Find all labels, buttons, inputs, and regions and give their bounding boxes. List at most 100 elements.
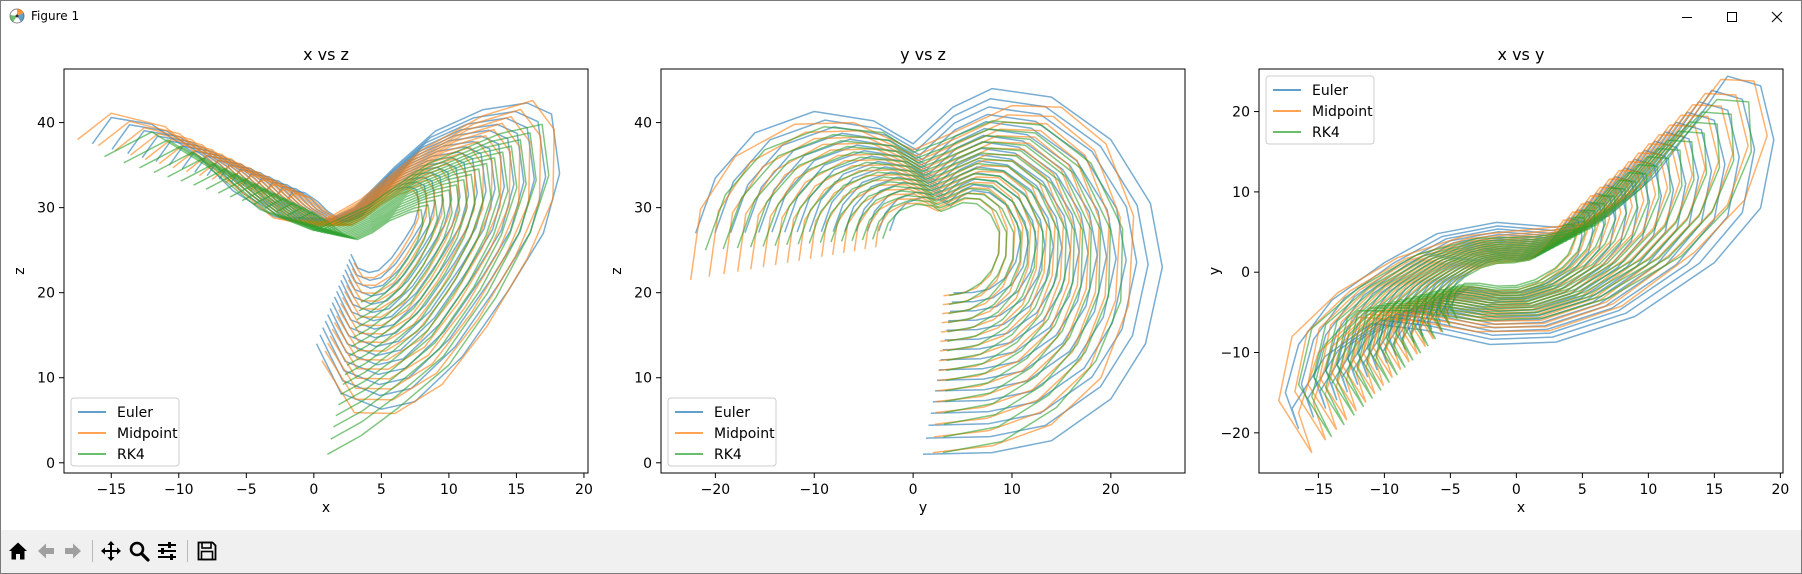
pan-button[interactable]: [97, 537, 125, 565]
legend-label-midpoint: Midpoint: [117, 426, 178, 442]
series-line-rk4: [1324, 121, 1721, 416]
series-line-euler: [729, 106, 1138, 426]
save-icon: [197, 541, 217, 561]
series-line-rk4: [704, 120, 1124, 454]
navigation-toolbar: [1, 530, 1801, 573]
minimize-button[interactable]: [1665, 1, 1709, 32]
forward-button[interactable]: [59, 537, 87, 565]
y-tick-label: −20: [1220, 426, 1250, 442]
series-line-rk4: [193, 162, 492, 386]
series-line-rk4: [287, 204, 431, 312]
series-line-midpoint: [158, 134, 502, 361]
series-line-midpoint: [708, 114, 1121, 438]
series-line-rk4: [786, 157, 1067, 382]
y-tick-label: 20: [634, 286, 652, 302]
figure-svg: −15 −10 −5 0 5 10 15 20 0 10 20 30 40 x vs z x z Euler Mi…: [12, 45, 1789, 516]
configure-subplots-icon: [158, 542, 176, 560]
series-line-rk4: [1346, 139, 1695, 399]
x-tick-label: 20: [575, 482, 593, 498]
y-tick-label: 10: [634, 371, 652, 387]
figure-canvas[interactable]: −15 −10 −5 0 5 10 15 20 0 10 20 30 40 x vs z x z Euler Mi…: [1, 32, 1801, 530]
legend-box: [667, 397, 777, 467]
series-line-midpoint: [198, 152, 476, 335]
x-tick-label: −20: [701, 482, 731, 498]
y-tick-label: −10: [1220, 346, 1250, 362]
legend: Euler Midpoint RK4: [667, 397, 777, 467]
series-line-rk4: [253, 189, 453, 339]
y-tick-label: 30: [634, 201, 652, 217]
series-line-rk4: [819, 173, 1044, 352]
matplotlib-logo-icon: [9, 8, 25, 24]
close-button[interactable]: [1755, 1, 1799, 32]
series-line-rk4: [871, 197, 1008, 306]
x-tick-label: 15: [1705, 482, 1723, 498]
series-line-rk4: [1335, 130, 1708, 408]
series-line-rk4: [881, 201, 1001, 297]
subplot-2: −20 −10 0 10 20 0 10 20 30 40 y vs z y z Euler Midpoin…: [609, 45, 1186, 516]
series-line-rk4: [180, 157, 501, 396]
y-axis-label: z: [12, 267, 28, 274]
y-axis-label: z: [609, 267, 625, 274]
x-tick-label: −5: [236, 482, 257, 498]
series-line-rk4: [205, 168, 484, 376]
series-line-rk4: [298, 209, 424, 303]
x-tick-label: 10: [1003, 482, 1021, 498]
y-tick-label: 40: [37, 116, 55, 132]
legend-label-euler: Euler: [1312, 83, 1348, 99]
zoom-button[interactable]: [125, 537, 153, 565]
series-line-euler: [744, 113, 1127, 414]
x-tick-label: 15: [508, 482, 526, 498]
y-tick-label: 0: [643, 456, 652, 472]
x-tick-label: 5: [1578, 482, 1587, 498]
series-line-rk4: [861, 192, 1015, 315]
x-axis-label: y: [919, 500, 927, 516]
y-tick-label: 0: [46, 456, 55, 472]
toolbar-separator: [92, 540, 93, 562]
legend: Euler Midpoint RK4: [70, 397, 180, 467]
legend: Euler Midpoint RK4: [1265, 75, 1375, 145]
y-tick-label: 20: [37, 286, 55, 302]
series-line-midpoint: [809, 165, 1048, 352]
maximize-button[interactable]: [1710, 1, 1754, 32]
series-line-rk4: [749, 140, 1093, 414]
subplot-1: −15 −10 −5 0 5 10 15 20 0 10 20 30 40 x vs z x z Euler Mi…: [12, 45, 593, 516]
x-tick-label: 0: [309, 482, 318, 498]
series-line-rk4: [1366, 156, 1672, 384]
configure-subplots-button[interactable]: [153, 537, 181, 565]
axes-frame: [660, 68, 1186, 474]
x-axis-label: x: [1517, 500, 1525, 516]
series-line-rk4: [275, 199, 439, 321]
maximize-icon: [1727, 11, 1737, 22]
x-tick-label: 20: [1102, 482, 1120, 498]
series-line-midpoint: [874, 197, 1001, 297]
legend-label-rk4: RK4: [1312, 125, 1340, 141]
series-line-midpoint: [853, 187, 1016, 315]
x-tick-label: −10: [1370, 482, 1400, 498]
series-line-rk4: [1447, 223, 1576, 320]
x-tick-label: 20: [1771, 482, 1789, 498]
x-tick-label: −5: [1440, 482, 1461, 498]
save-button[interactable]: [193, 537, 221, 565]
series-line-rk4: [797, 162, 1059, 372]
series-line-rk4: [1430, 209, 1596, 333]
y-axis-label: y: [1207, 267, 1223, 275]
series-line-rk4: [830, 178, 1037, 343]
x-tick-label: 10: [440, 482, 458, 498]
y-tick-label: 10: [37, 371, 55, 387]
series-group: [1278, 75, 1775, 454]
back-button[interactable]: [32, 537, 60, 565]
series-group: [689, 87, 1164, 456]
series-line-midpoint: [842, 181, 1024, 324]
series-line-rk4: [264, 194, 446, 330]
home-button[interactable]: [4, 537, 32, 565]
forward-icon: [65, 543, 81, 559]
x-tick-label: −15: [1304, 482, 1334, 498]
window-title: Figure 1: [31, 9, 80, 23]
series-line-rk4: [722, 128, 1112, 438]
back-icon: [38, 543, 54, 559]
subplot-title: x vs z: [303, 45, 349, 64]
legend-label-rk4: RK4: [714, 447, 742, 463]
subplot-title: x vs y: [1498, 45, 1545, 64]
legend-label-euler: Euler: [117, 405, 153, 421]
